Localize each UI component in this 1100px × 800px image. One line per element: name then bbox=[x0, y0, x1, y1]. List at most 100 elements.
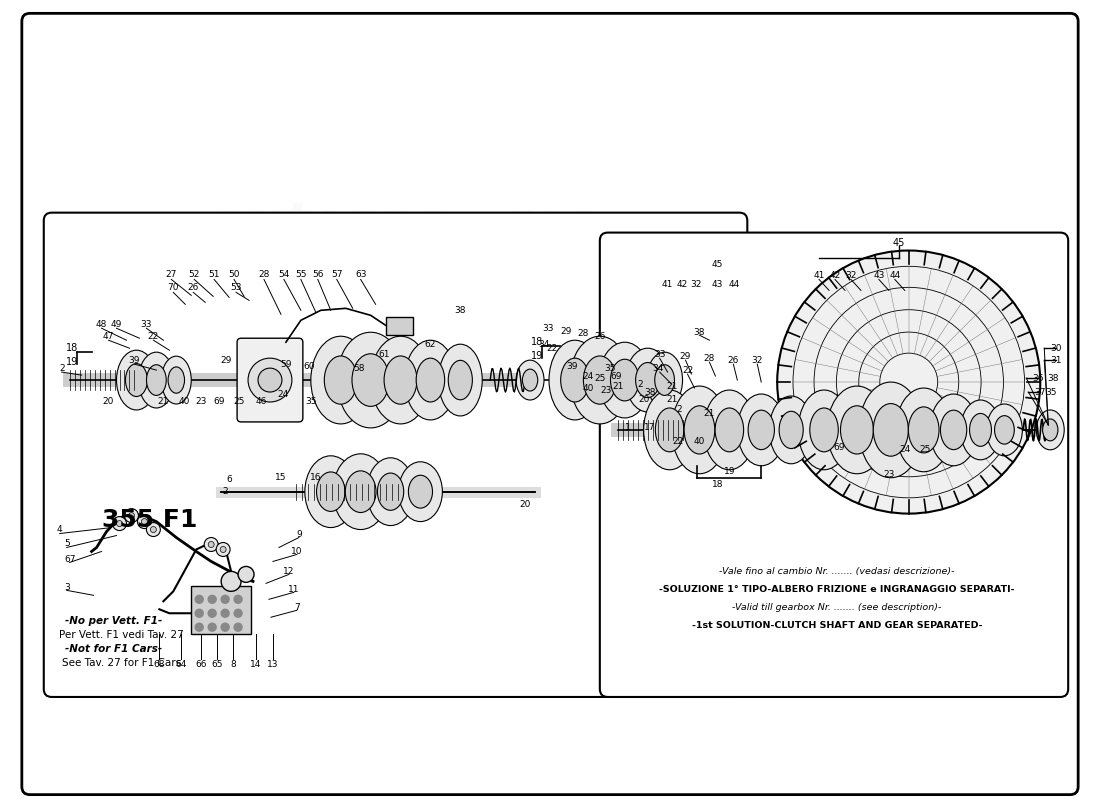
Text: 28: 28 bbox=[704, 354, 715, 362]
Circle shape bbox=[205, 538, 218, 551]
Ellipse shape bbox=[827, 386, 887, 474]
Text: 23: 23 bbox=[883, 470, 894, 479]
Text: 2: 2 bbox=[59, 364, 65, 373]
Text: 48: 48 bbox=[96, 320, 108, 329]
Text: res: res bbox=[504, 438, 596, 490]
Text: 34: 34 bbox=[652, 364, 663, 373]
Text: 2: 2 bbox=[222, 487, 228, 496]
Ellipse shape bbox=[960, 400, 1000, 460]
Ellipse shape bbox=[656, 408, 684, 452]
Text: 11: 11 bbox=[288, 585, 299, 594]
FancyBboxPatch shape bbox=[22, 14, 1078, 794]
Text: 44: 44 bbox=[889, 271, 901, 280]
Text: 69: 69 bbox=[610, 371, 621, 381]
Text: res: res bbox=[504, 198, 596, 250]
Ellipse shape bbox=[408, 475, 432, 508]
Ellipse shape bbox=[859, 382, 923, 478]
Text: 60: 60 bbox=[304, 362, 315, 370]
Ellipse shape bbox=[317, 472, 345, 511]
Ellipse shape bbox=[371, 336, 430, 424]
Ellipse shape bbox=[549, 340, 601, 420]
Text: 22: 22 bbox=[672, 438, 683, 446]
Text: 61: 61 bbox=[378, 350, 390, 358]
Text: 32: 32 bbox=[751, 356, 763, 365]
Text: 46: 46 bbox=[255, 398, 266, 406]
Ellipse shape bbox=[324, 356, 358, 404]
Circle shape bbox=[221, 595, 229, 603]
Circle shape bbox=[195, 610, 204, 618]
Text: 36: 36 bbox=[1033, 374, 1044, 382]
Ellipse shape bbox=[377, 473, 404, 510]
Text: 19: 19 bbox=[724, 467, 735, 476]
Ellipse shape bbox=[384, 356, 417, 404]
Text: 69: 69 bbox=[833, 443, 845, 452]
Text: 4: 4 bbox=[57, 525, 63, 534]
Text: 63: 63 bbox=[355, 270, 366, 279]
Ellipse shape bbox=[909, 407, 939, 453]
Ellipse shape bbox=[311, 336, 371, 424]
FancyBboxPatch shape bbox=[238, 338, 302, 422]
Ellipse shape bbox=[125, 364, 147, 397]
Text: -SOLUZIONE 1° TIPO-ALBERO FRIZIONE e INGRANAGGIO SEPARATI-: -SOLUZIONE 1° TIPO-ALBERO FRIZIONE e ING… bbox=[659, 585, 1015, 594]
Text: -1st SOLUTION-CLUTCH SHAFT AND GEAR SEPARATED-: -1st SOLUTION-CLUTCH SHAFT AND GEAR SEPA… bbox=[692, 621, 982, 630]
Text: 10: 10 bbox=[292, 547, 302, 556]
Ellipse shape bbox=[1036, 410, 1064, 450]
Text: 27: 27 bbox=[166, 270, 177, 279]
Text: 2: 2 bbox=[676, 406, 682, 414]
Text: 42: 42 bbox=[829, 271, 840, 280]
Text: 19: 19 bbox=[66, 357, 78, 367]
Text: 42: 42 bbox=[676, 280, 689, 289]
Text: 39: 39 bbox=[566, 362, 578, 370]
Text: 70: 70 bbox=[167, 283, 179, 292]
Text: 49: 49 bbox=[111, 320, 122, 329]
Text: 41: 41 bbox=[662, 280, 673, 289]
Ellipse shape bbox=[610, 359, 639, 401]
Text: 9: 9 bbox=[296, 530, 301, 539]
Ellipse shape bbox=[333, 454, 388, 530]
Text: 26: 26 bbox=[728, 356, 739, 365]
Text: 39: 39 bbox=[129, 356, 140, 365]
Text: 37: 37 bbox=[1034, 387, 1046, 397]
Ellipse shape bbox=[895, 388, 952, 472]
Text: 13: 13 bbox=[267, 659, 278, 669]
Circle shape bbox=[124, 509, 139, 522]
Circle shape bbox=[142, 518, 147, 525]
Text: 6: 6 bbox=[227, 475, 232, 484]
FancyBboxPatch shape bbox=[44, 213, 747, 697]
Ellipse shape bbox=[146, 365, 166, 395]
Ellipse shape bbox=[249, 358, 292, 402]
Text: 53: 53 bbox=[230, 283, 242, 292]
Text: 55: 55 bbox=[295, 270, 307, 279]
Ellipse shape bbox=[737, 394, 785, 466]
Text: 38: 38 bbox=[644, 387, 656, 397]
Text: 43: 43 bbox=[873, 271, 884, 280]
Text: 57: 57 bbox=[331, 270, 342, 279]
Circle shape bbox=[234, 610, 242, 618]
Ellipse shape bbox=[117, 350, 156, 410]
Text: See Tav. 27 for F1 Cars: See Tav. 27 for F1 Cars bbox=[62, 658, 182, 668]
Circle shape bbox=[221, 610, 229, 618]
Text: 33: 33 bbox=[653, 350, 666, 358]
Circle shape bbox=[217, 542, 230, 557]
Text: 31: 31 bbox=[1050, 356, 1062, 365]
Ellipse shape bbox=[987, 404, 1022, 456]
Text: 52: 52 bbox=[188, 270, 200, 279]
Text: 40: 40 bbox=[582, 383, 594, 393]
Ellipse shape bbox=[352, 354, 389, 406]
Text: 32: 32 bbox=[845, 271, 857, 280]
Ellipse shape bbox=[366, 458, 415, 526]
Text: autospa: autospa bbox=[211, 438, 451, 490]
Text: 3: 3 bbox=[64, 583, 69, 592]
Text: 7: 7 bbox=[294, 602, 300, 612]
Text: 24: 24 bbox=[277, 390, 288, 398]
Text: 21: 21 bbox=[666, 382, 678, 390]
Text: 14: 14 bbox=[251, 659, 262, 669]
Ellipse shape bbox=[644, 390, 695, 470]
Text: 43: 43 bbox=[712, 280, 723, 289]
Text: 44: 44 bbox=[728, 280, 740, 289]
Ellipse shape bbox=[873, 403, 909, 456]
Circle shape bbox=[151, 526, 156, 533]
Text: 5: 5 bbox=[64, 539, 69, 548]
Text: 355 F1: 355 F1 bbox=[101, 507, 197, 531]
Text: 18: 18 bbox=[66, 343, 78, 353]
